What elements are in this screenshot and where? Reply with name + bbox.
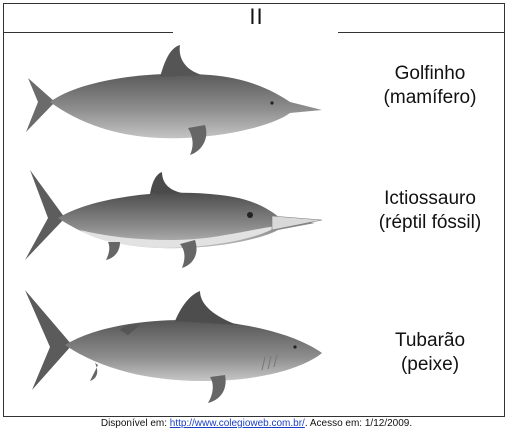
source-link[interactable]: http://www.colegioweb.com.br/ [169, 418, 305, 429]
caption-shark: Tubarão (peixe) [355, 329, 505, 377]
shark-illustration [25, 290, 322, 403]
caption-dolphin-name: Golfinho [394, 63, 466, 84]
caption-shark-name: Tubarão [394, 330, 466, 351]
figure-frame [3, 3, 505, 417]
caption-ichthyosaur-name: Ictiossauro [384, 188, 476, 209]
caption-ichthyosaur-class: (réptil fóssil) [378, 212, 482, 233]
header-rule-left [3, 32, 173, 33]
source-footer: Disponível em: http://www.colegioweb.com… [0, 418, 513, 429]
footer-prefix: Disponível em: [100, 418, 170, 429]
caption-ichthyosaur: Ictiossauro (réptil fóssil) [355, 187, 505, 235]
panel-label: II [249, 4, 264, 29]
ichthyosaur-illustration [25, 170, 323, 268]
caption-shark-class: (peixe) [400, 354, 460, 375]
caption-dolphin: Golfinho (mamífero) [355, 62, 505, 110]
dolphin-illustration [26, 45, 322, 155]
footer-suffix: . Acesso em: 1/12/2009. [304, 418, 413, 429]
caption-dolphin-class: (mamífero) [383, 87, 477, 108]
header-rule-right [338, 32, 505, 33]
